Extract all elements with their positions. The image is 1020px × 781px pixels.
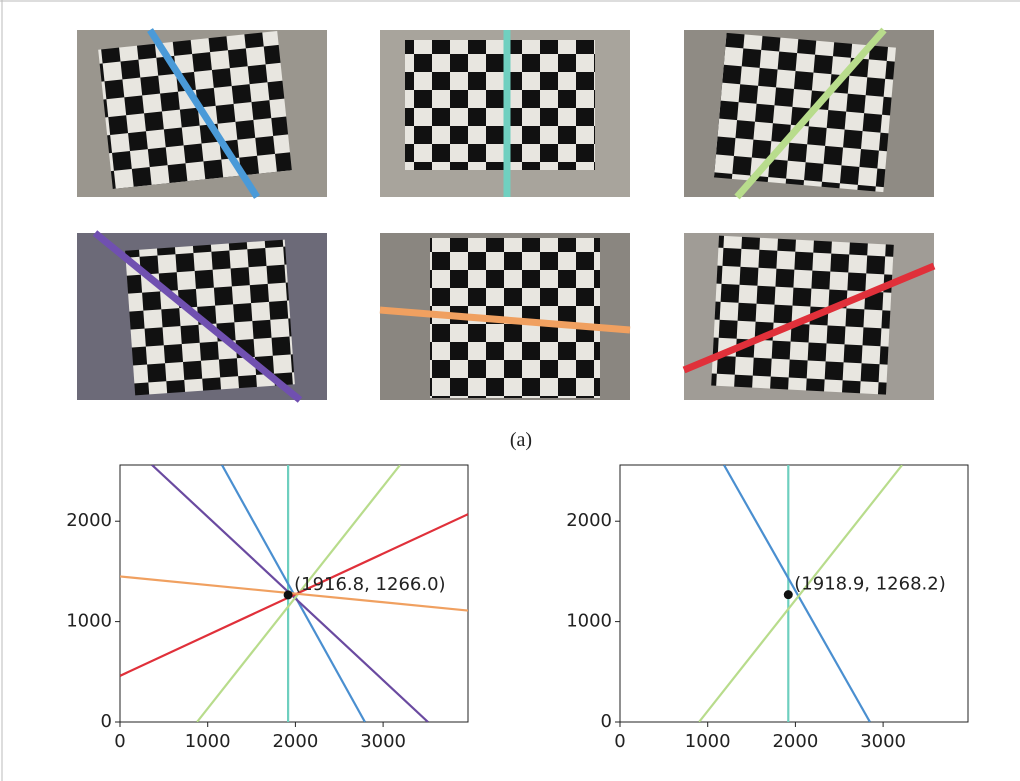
photo [684, 30, 934, 197]
y-tick-label: 2000 [566, 510, 612, 531]
y-tick-label: 2000 [66, 510, 112, 531]
x-tick-label: 3000 [360, 731, 406, 752]
x-tick-label: 3000 [860, 731, 906, 752]
x-tick-label: 1000 [685, 731, 731, 752]
x-tick-label: 0 [614, 731, 625, 752]
photo [77, 233, 327, 400]
figure: (a) 0 1000 2000 3000 0 1000 2000 (1916.8, 1266.… [0, 0, 1020, 781]
caption: (a) [510, 429, 532, 451]
photo [380, 233, 630, 400]
x-tick-label: 2000 [272, 731, 318, 752]
photo [684, 233, 934, 400]
point-label: (1918.9, 1268.2) [794, 574, 945, 595]
intersection-point [784, 590, 793, 599]
x-tick-label: 2000 [772, 731, 818, 752]
y-tick-label: 0 [101, 711, 112, 732]
chart: 0 1000 2000 3000 0 1000 2000 (1916.8, 1266.0) [66, 465, 468, 752]
y-tick-label: 1000 [566, 611, 612, 632]
photo [77, 30, 327, 197]
point-label: (1916.8, 1266.0) [294, 574, 445, 595]
y-tick-label: 1000 [66, 611, 112, 632]
chart: 0 1000 2000 3000 0 1000 2000 (1918.9, 1268.2) [566, 465, 968, 752]
y-tick-label: 0 [601, 711, 612, 732]
x-tick-label: 1000 [185, 731, 231, 752]
photo [380, 30, 630, 197]
x-tick-label: 0 [114, 731, 125, 752]
intersection-point [284, 590, 293, 599]
